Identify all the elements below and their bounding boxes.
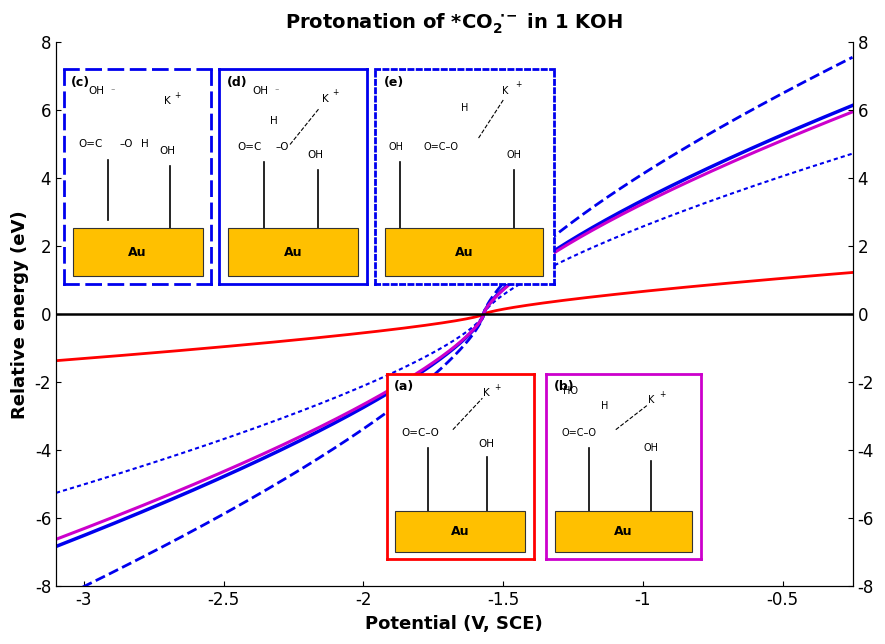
X-axis label: Potential (V, SCE): Potential (V, SCE)	[366, 615, 543, 633]
Title: Protonation of $\mathbf{*CO_2^{\ \bullet\!\!-}}$ in 1 KOH: Protonation of $\mathbf{*CO_2^{\ \bullet…	[286, 11, 623, 35]
Y-axis label: Relative energy (eV): Relative energy (eV)	[12, 210, 29, 419]
